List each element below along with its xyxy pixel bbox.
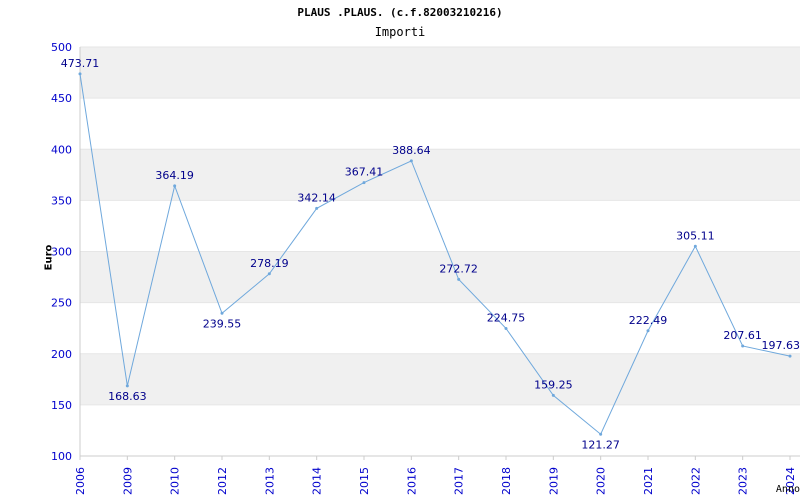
data-point <box>693 244 697 248</box>
x-tick-label: 2010 <box>169 467 182 495</box>
series-line <box>79 73 791 436</box>
data-label: 168.63 <box>108 390 147 403</box>
x-tick-label: 2006 <box>74 467 87 495</box>
data-point <box>646 329 650 333</box>
y-tick-label: 400 <box>51 143 72 156</box>
x-tick-label: 2012 <box>216 467 229 495</box>
data-label: 159.25 <box>534 378 573 391</box>
x-tick-label: 2023 <box>737 467 750 495</box>
x-tick-label: 2022 <box>689 467 702 495</box>
data-point <box>551 393 555 397</box>
data-point <box>125 384 129 388</box>
x-tick-label: 2020 <box>595 467 608 495</box>
y-tick-label: 150 <box>51 399 72 412</box>
data-label: 364.19 <box>155 169 194 182</box>
data-point <box>599 432 603 436</box>
data-point <box>504 326 508 330</box>
chart-subtitle: Importi <box>374 25 426 39</box>
y-tick-label: 300 <box>51 246 72 259</box>
data-point <box>362 181 366 185</box>
data-label: 224.75 <box>487 311 526 324</box>
data-point <box>457 277 461 281</box>
data-point <box>173 184 177 188</box>
y-tick-label: 450 <box>51 92 72 105</box>
data-label: 121.27 <box>581 438 620 451</box>
x-tick-label: 2016 <box>405 467 418 495</box>
y-tick-label: 200 <box>51 348 72 361</box>
x-tick-label: 2009 <box>121 467 134 495</box>
data-label: 239.55 <box>203 317 242 330</box>
x-tick-label: 2015 <box>358 467 371 495</box>
x-tick-label: 2017 <box>453 467 466 495</box>
data-label: 305.11 <box>676 229 715 242</box>
x-tick-label: 2013 <box>263 467 276 495</box>
chart-title: PLAUS .PLAUS. (c.f.82003210216) <box>297 6 503 19</box>
data-label: 272.72 <box>439 262 478 275</box>
grid-band <box>80 47 800 99</box>
data-label: 207.61 <box>723 329 762 342</box>
x-tick-label: 2021 <box>642 467 655 495</box>
data-point <box>741 344 745 348</box>
y-tick-label: 250 <box>51 297 72 310</box>
grid-band <box>80 251 800 303</box>
y-tick-label: 100 <box>51 450 72 463</box>
data-label: 473.71 <box>61 57 100 70</box>
x-axis-label: Anno <box>775 484 800 495</box>
data-point <box>788 354 792 358</box>
data-point <box>267 272 271 276</box>
y-tick-label: 500 <box>51 41 72 54</box>
data-point <box>315 206 319 210</box>
data-label: 197.63 <box>762 339 800 352</box>
data-label: 222.49 <box>629 314 668 327</box>
data-label: 278.19 <box>250 257 289 270</box>
data-point <box>220 311 224 315</box>
data-label: 367.41 <box>345 166 384 179</box>
y-axis-label: Euro <box>43 244 55 271</box>
data-label: 342.14 <box>297 191 336 204</box>
x-tick-label: 2014 <box>311 467 324 495</box>
data-point <box>78 72 82 76</box>
grid-band <box>80 353 800 405</box>
data-point <box>409 159 413 163</box>
grid-band <box>80 149 800 201</box>
x-tick-label: 2024 <box>784 467 797 495</box>
x-tick-label: 2019 <box>547 467 560 495</box>
x-tick-label: 2018 <box>500 467 513 495</box>
data-label: 388.64 <box>392 144 431 157</box>
y-tick-label: 350 <box>51 194 72 207</box>
